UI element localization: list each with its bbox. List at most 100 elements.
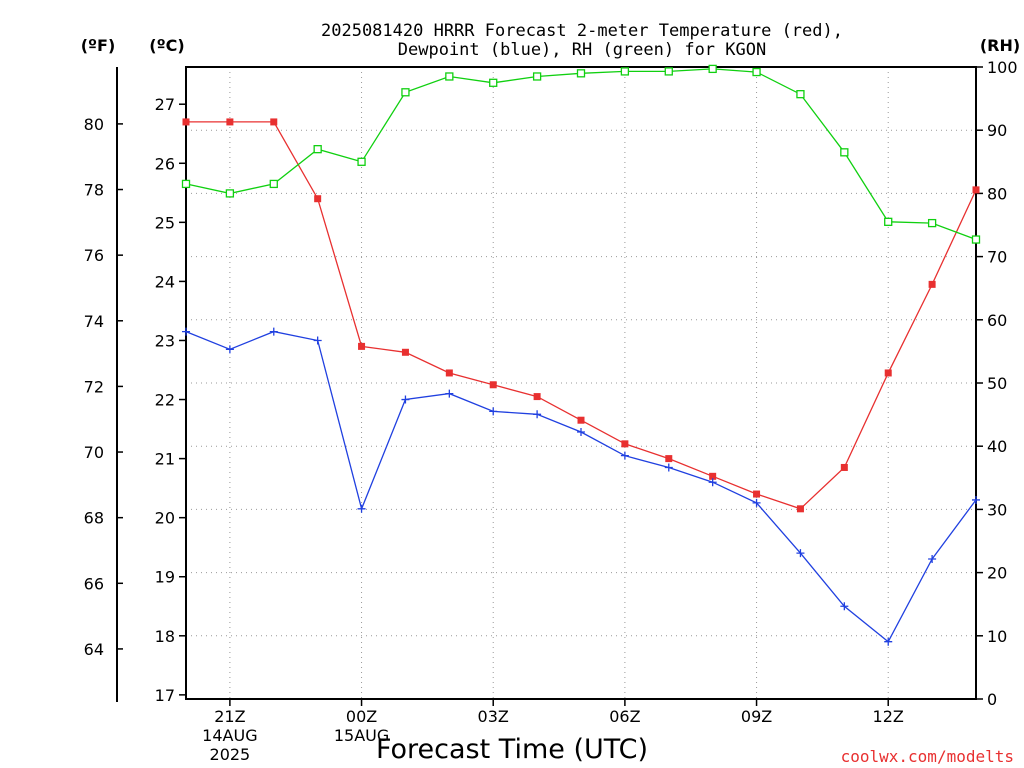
x-tick-label: 00Z: [346, 707, 377, 726]
rh-point: [269, 179, 278, 189]
celsius-tick-label: 25: [155, 213, 175, 232]
rh-point: [313, 145, 322, 154]
temperature-point: [709, 472, 717, 480]
celsius-tick-label: 19: [155, 568, 175, 587]
temperature-point: [972, 186, 980, 194]
credit-text: coolwx.com/modelts: [841, 747, 1014, 766]
temperature-point: [621, 440, 629, 448]
x-tick-label: 06Z: [609, 707, 640, 726]
grid-lines: [186, 67, 976, 699]
fahrenheit-axis: 64 66 68 70 72 74 76 78 80: [84, 115, 123, 659]
fahrenheit-tick-label: 78: [84, 181, 104, 200]
rh-tick-label: 40: [987, 437, 1007, 456]
rh-point: [927, 218, 937, 228]
temperature-line: [186, 121, 977, 510]
fahrenheit-tick-label: 80: [84, 115, 104, 134]
rh-point: [752, 67, 761, 77]
rh-point: [181, 179, 191, 189]
dewpoint-point: [972, 495, 980, 504]
dewpoint-point: [533, 410, 542, 419]
fahrenheit-tick-label: 66: [84, 574, 104, 593]
temperature-point: [358, 342, 366, 350]
celsius-tick-label: 26: [155, 154, 175, 173]
temperature-point: [796, 505, 804, 513]
temperature-point: [665, 455, 673, 463]
temperature-point: [270, 118, 278, 126]
x-tick-label: 12Z: [873, 707, 904, 726]
rh-point: [532, 72, 542, 81]
rh-point: [796, 90, 805, 99]
temperature-point: [840, 463, 848, 471]
fahrenheit-tick-label: 68: [84, 509, 104, 528]
celsius-tick-label: 20: [155, 509, 175, 528]
rh-tick-label: 80: [987, 184, 1007, 203]
dewpoint-point: [269, 327, 278, 336]
x-tick-label: 09Z: [741, 707, 772, 726]
rh-tick-label: 90: [987, 121, 1007, 140]
dewpoint-line: [185, 330, 977, 643]
dewpoint-point: [401, 395, 410, 404]
celsius-axis: 17 18 19 20 21 22 23 24 25 26 27: [155, 95, 186, 705]
rh-tick-label: 30: [987, 500, 1007, 519]
dewpoint-point: [884, 637, 893, 646]
chart-title-line2: Dewpoint (blue), RH (green) for KGON: [398, 40, 766, 60]
dewpoint-point: [489, 407, 498, 416]
rh-unit-label: (RH): [980, 36, 1020, 55]
fahrenheit-tick-label: 76: [84, 246, 104, 265]
rh-point: [401, 88, 410, 97]
temperature-point: [226, 118, 234, 126]
rh-point: [664, 67, 673, 76]
x-tick-label: 21Z: [214, 707, 245, 726]
dewpoint-point: [620, 451, 629, 460]
dewpoint-point: [664, 463, 673, 472]
rh-tick-label: 0: [987, 690, 997, 709]
dewpoint-point: [796, 549, 805, 558]
celsius-tick-label: 27: [155, 95, 175, 114]
rh-point: [357, 157, 366, 166]
rh-point: [708, 64, 717, 74]
rh-tick-label: 20: [987, 564, 1007, 583]
rh-point: [971, 235, 981, 244]
x-tick-date-label: 14AUG: [202, 726, 257, 745]
rh-tick-label: 70: [987, 248, 1007, 267]
rh-point: [225, 189, 235, 198]
celsius-tick-label: 17: [155, 686, 175, 705]
dewpoint-point: [752, 498, 761, 507]
fahrenheit-tick-label: 64: [84, 640, 104, 659]
fahrenheit-tick-label: 70: [84, 443, 104, 462]
rh-tick-label: 50: [987, 374, 1007, 393]
rh-tick-label: 10: [987, 627, 1007, 646]
temperature-point: [182, 118, 190, 126]
dewpoint-point: [225, 345, 234, 354]
dewpoint-point: [840, 602, 849, 611]
celsius-tick-label: 18: [155, 627, 175, 646]
temperature-point: [928, 280, 936, 288]
rh-point: [576, 69, 586, 78]
x-tick-label: 03Z: [478, 707, 509, 726]
temperature-point: [314, 195, 322, 203]
celsius-tick-label: 24: [155, 272, 175, 291]
dewpoint-point: [928, 555, 937, 564]
celsius-tick-label: 21: [155, 450, 175, 469]
temperature-point: [489, 381, 497, 389]
dewpoint-point: [445, 389, 454, 398]
temperature-point: [884, 369, 892, 377]
temperature-point: [533, 393, 541, 401]
dewpoint-point: [182, 327, 190, 336]
rh-point: [489, 78, 498, 87]
dewpoint-point: [708, 478, 717, 487]
celsius-tick-label: 23: [155, 331, 175, 350]
rh-tick-label: 100: [987, 58, 1018, 77]
temperature-point: [753, 490, 761, 498]
dewpoint-point: [577, 428, 585, 437]
rh-line: [185, 68, 977, 241]
rh-point: [445, 72, 454, 81]
rh-point: [840, 148, 849, 157]
x-axis-title: Forecast Time (UTC): [376, 734, 648, 765]
celsius-tick-label: 22: [155, 391, 175, 410]
rh-point: [884, 217, 893, 226]
dewpoint-point: [357, 504, 366, 513]
x-tick-date-label: 15AUG: [334, 726, 389, 745]
